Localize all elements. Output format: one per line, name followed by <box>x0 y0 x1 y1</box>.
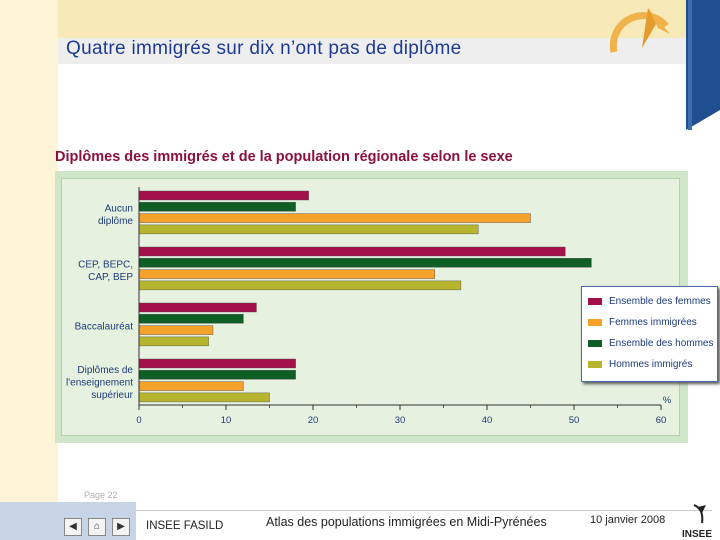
bar-femmes-immigrees-2 <box>138 325 214 335</box>
category-label: Aucun <box>105 203 133 214</box>
legend-label: Hommes immigrés <box>609 359 693 370</box>
footer-date: 10 janvier 2008 <box>590 514 666 526</box>
footer-divider <box>136 510 712 511</box>
x-tick-label: 40 <box>482 415 493 426</box>
category-label: diplôme <box>98 216 133 227</box>
bar-femmes-immigrees-0 <box>138 213 531 223</box>
legend-item: Hommes immigrés <box>588 359 692 370</box>
legend-label: Ensemble des femmes <box>609 296 711 307</box>
legend-item: Femmes immigrées <box>588 317 697 328</box>
top-band <box>58 0 686 38</box>
x-tick-label: 50 <box>569 415 580 426</box>
bar-hommes-immigres-0 <box>138 224 479 235</box>
x-tick-label: 60 <box>656 415 667 426</box>
x-tick-label: 0 <box>136 415 141 426</box>
bar-hommes-immigres-1 <box>138 280 462 291</box>
x-tick-label: 10 <box>221 415 232 426</box>
next-slide-button[interactable]: ▶ <box>112 518 130 536</box>
bar-hommes-1 <box>138 258 592 268</box>
x-tick-label: 20 <box>308 415 319 426</box>
bar-hommes-immigres-3 <box>138 392 270 403</box>
bar-femmes-3 <box>138 358 296 369</box>
left-decor-strip <box>0 0 58 540</box>
x-axis-unit-label: % <box>663 395 672 406</box>
legend-swatch <box>588 297 602 305</box>
page-number: Page 22 <box>84 490 118 500</box>
bar-femmes-immigrees-1 <box>138 269 435 279</box>
slide-title: Quatre immigrés sur dix n’ont pas de dip… <box>66 38 462 59</box>
insee-logo-text: INSEE <box>682 529 712 540</box>
bar-hommes-2 <box>138 314 244 324</box>
bar-hommes-3 <box>138 370 296 380</box>
legend-item: Ensemble des femmes <box>588 296 711 307</box>
legend-item: Ensemble des hommes <box>588 338 714 349</box>
bar-hommes-immigres-2 <box>138 336 209 347</box>
legend-label: Femmes immigrées <box>609 317 697 328</box>
legend-swatch <box>588 318 602 326</box>
footer-org: INSEE FASILD <box>146 520 224 532</box>
bar-hommes-0 <box>138 202 296 212</box>
category-label: l'enseignement <box>66 378 133 389</box>
bar-femmes-1 <box>138 246 566 257</box>
footer-atlas-title: Atlas des populations immigrées en Midi-… <box>266 515 547 529</box>
category-label: CEP, BEPC, <box>78 259 133 270</box>
category-label: Baccalauréat <box>75 322 134 333</box>
previous-slide-button[interactable]: ◀ <box>64 518 82 536</box>
bar-femmes-2 <box>138 302 257 313</box>
home-button[interactable]: ⌂ <box>88 518 106 536</box>
category-label: CAP, BEP <box>88 272 133 283</box>
chart-title: Diplômes des immigrés et de la populatio… <box>55 149 513 165</box>
chart-legend: Ensemble des femmes Femmes immigrées Ensem… <box>581 286 718 382</box>
bar-femmes-0 <box>138 190 309 201</box>
title-band <box>58 38 686 64</box>
insee-logo: INSEE <box>682 504 712 540</box>
compass-logo-icon <box>609 8 670 53</box>
legend-swatch <box>588 360 602 368</box>
category-label: supérieur <box>91 390 133 401</box>
x-tick-label: 30 <box>395 415 406 426</box>
bar-femmes-immigrees-3 <box>138 381 244 391</box>
legend-swatch <box>588 339 602 347</box>
right-decor-bar <box>686 0 720 130</box>
legend-label: Ensemble des hommes <box>609 338 714 349</box>
category-label: Diplômes de <box>77 365 133 376</box>
